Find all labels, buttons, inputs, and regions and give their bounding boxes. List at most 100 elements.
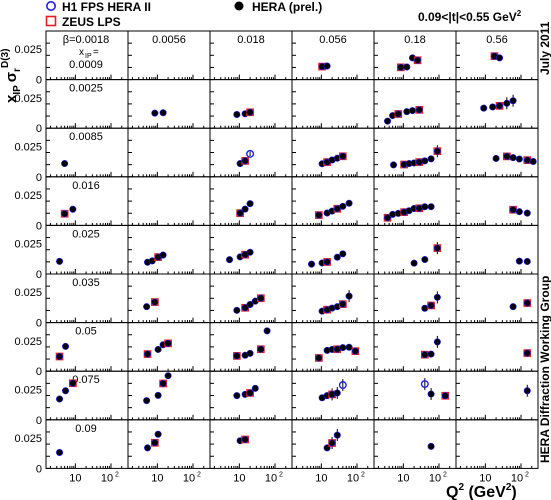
data-point-hera (61, 160, 69, 168)
data-point-hera (233, 352, 241, 360)
y-tick-label: 0.025 (14, 93, 42, 105)
data-point-hera (154, 345, 162, 353)
data-point-hera (56, 352, 64, 360)
data-point-hera (384, 214, 392, 222)
group-label: HERA Diffraction Working Group (538, 276, 551, 463)
data-point-hera (509, 97, 517, 105)
data-point-hera (323, 258, 331, 266)
data-point-hera (241, 157, 249, 165)
y-tick-label: 0.025 (14, 141, 42, 153)
x-tick-label: 10 (429, 472, 441, 484)
y-label-sigma: σ (3, 72, 20, 82)
panel-frame (127, 273, 211, 324)
x-label-unit: (GeV (464, 484, 506, 500)
data-point-hera (433, 244, 441, 252)
data-point-hera (496, 54, 504, 62)
data-point-hera (339, 202, 347, 210)
data-point-hera (144, 444, 152, 452)
xip-value: 0.0009 (69, 59, 103, 71)
data-point-hera (390, 161, 398, 169)
data-point-hera (159, 109, 167, 117)
data-point-hera (333, 253, 341, 261)
y-label-sub1: IP (12, 85, 23, 95)
data-point-hera (56, 448, 64, 456)
x-tick-label-sup: 2 (443, 471, 447, 478)
data-point-hera (246, 248, 254, 256)
x-label-unit-sup: 2 (506, 482, 512, 493)
panel-frame (291, 127, 375, 178)
data-point-hera (236, 209, 244, 217)
data-point-hera (323, 62, 331, 70)
data-point-hera (56, 257, 64, 265)
x-tick-label: 10 (69, 472, 81, 484)
data-point-hera (328, 439, 336, 447)
y-tick-label: 0.025 (14, 384, 42, 396)
xip-value: 0.035 (72, 277, 100, 289)
x-tick-label: 10 (183, 472, 195, 484)
date-label: July 2011 (538, 21, 551, 75)
x-tick-label: 10 (397, 472, 409, 484)
data-point-hera (233, 392, 241, 400)
x-tick-label-sup: 2 (361, 471, 365, 478)
data-point-hera (421, 256, 429, 264)
data-point-hera (441, 392, 449, 400)
data-point-hera (308, 260, 316, 268)
panel-frame (373, 127, 457, 178)
xip-value: 0.025 (72, 228, 100, 240)
x-tick-label: 10 (511, 472, 523, 484)
panel-frame (455, 273, 539, 324)
t-range-label: 0.09<|t|<0.55 GeV2 (418, 9, 522, 24)
data-point-hera (241, 435, 249, 443)
y-tick-label: 0.025 (14, 190, 42, 202)
data-point-hera (333, 389, 341, 397)
data-point-hera (62, 342, 70, 350)
data-point-hera (421, 304, 429, 312)
panel-frame (209, 127, 293, 178)
data-point-hera (69, 379, 77, 387)
data-point-hera (246, 389, 254, 397)
data-point-hera (523, 156, 531, 164)
data-point-hera (427, 390, 435, 398)
data-point-hera (339, 152, 347, 160)
panel-frame (291, 224, 375, 275)
data-point-hera (56, 395, 64, 403)
data-point-hera (164, 372, 172, 380)
xip-value: 0.0025 (69, 83, 103, 95)
data-point-hera (410, 259, 418, 267)
y-label-sup: D(3) (0, 49, 11, 68)
legend-marker-zeus (45, 15, 57, 27)
data-point-hera (61, 210, 69, 218)
y-tick-label: 0 (36, 269, 42, 281)
data-point-hera (226, 256, 234, 264)
y-tick-label: 0 (36, 366, 42, 378)
data-point-hera (315, 211, 323, 219)
data-point-hera (492, 154, 500, 162)
data-point-hera (257, 345, 265, 353)
xip-value: 0.09 (75, 423, 96, 435)
data-point-hera (523, 299, 531, 307)
beta-label: 0.18 (404, 34, 425, 46)
data-point-hera (233, 110, 241, 118)
data-point-hera (241, 304, 249, 312)
y-label-sub2: r (12, 68, 23, 72)
x-label-sup: 2 (458, 482, 464, 493)
data-point-hera (394, 110, 402, 118)
data-point-hera (523, 257, 531, 265)
y-tick-label: 0 (36, 75, 42, 87)
data-point-h1 (420, 380, 429, 389)
data-point-hera (246, 300, 254, 308)
y-tick-label: 0.025 (14, 44, 42, 56)
data-point-hera (315, 354, 323, 362)
panel-frame (209, 419, 293, 469)
x-tick-label: 10 (347, 472, 359, 484)
data-point-hera (339, 250, 347, 258)
data-point-hera (257, 294, 265, 302)
data-point-hera (397, 63, 405, 71)
data-point-hera (339, 300, 347, 308)
data-point-hera (427, 350, 435, 358)
panel-frame (127, 176, 211, 226)
legend-marker-h1 (45, 1, 56, 11)
panel-frame (291, 79, 375, 129)
panel-frame (455, 322, 539, 372)
panel-frame (373, 273, 457, 324)
